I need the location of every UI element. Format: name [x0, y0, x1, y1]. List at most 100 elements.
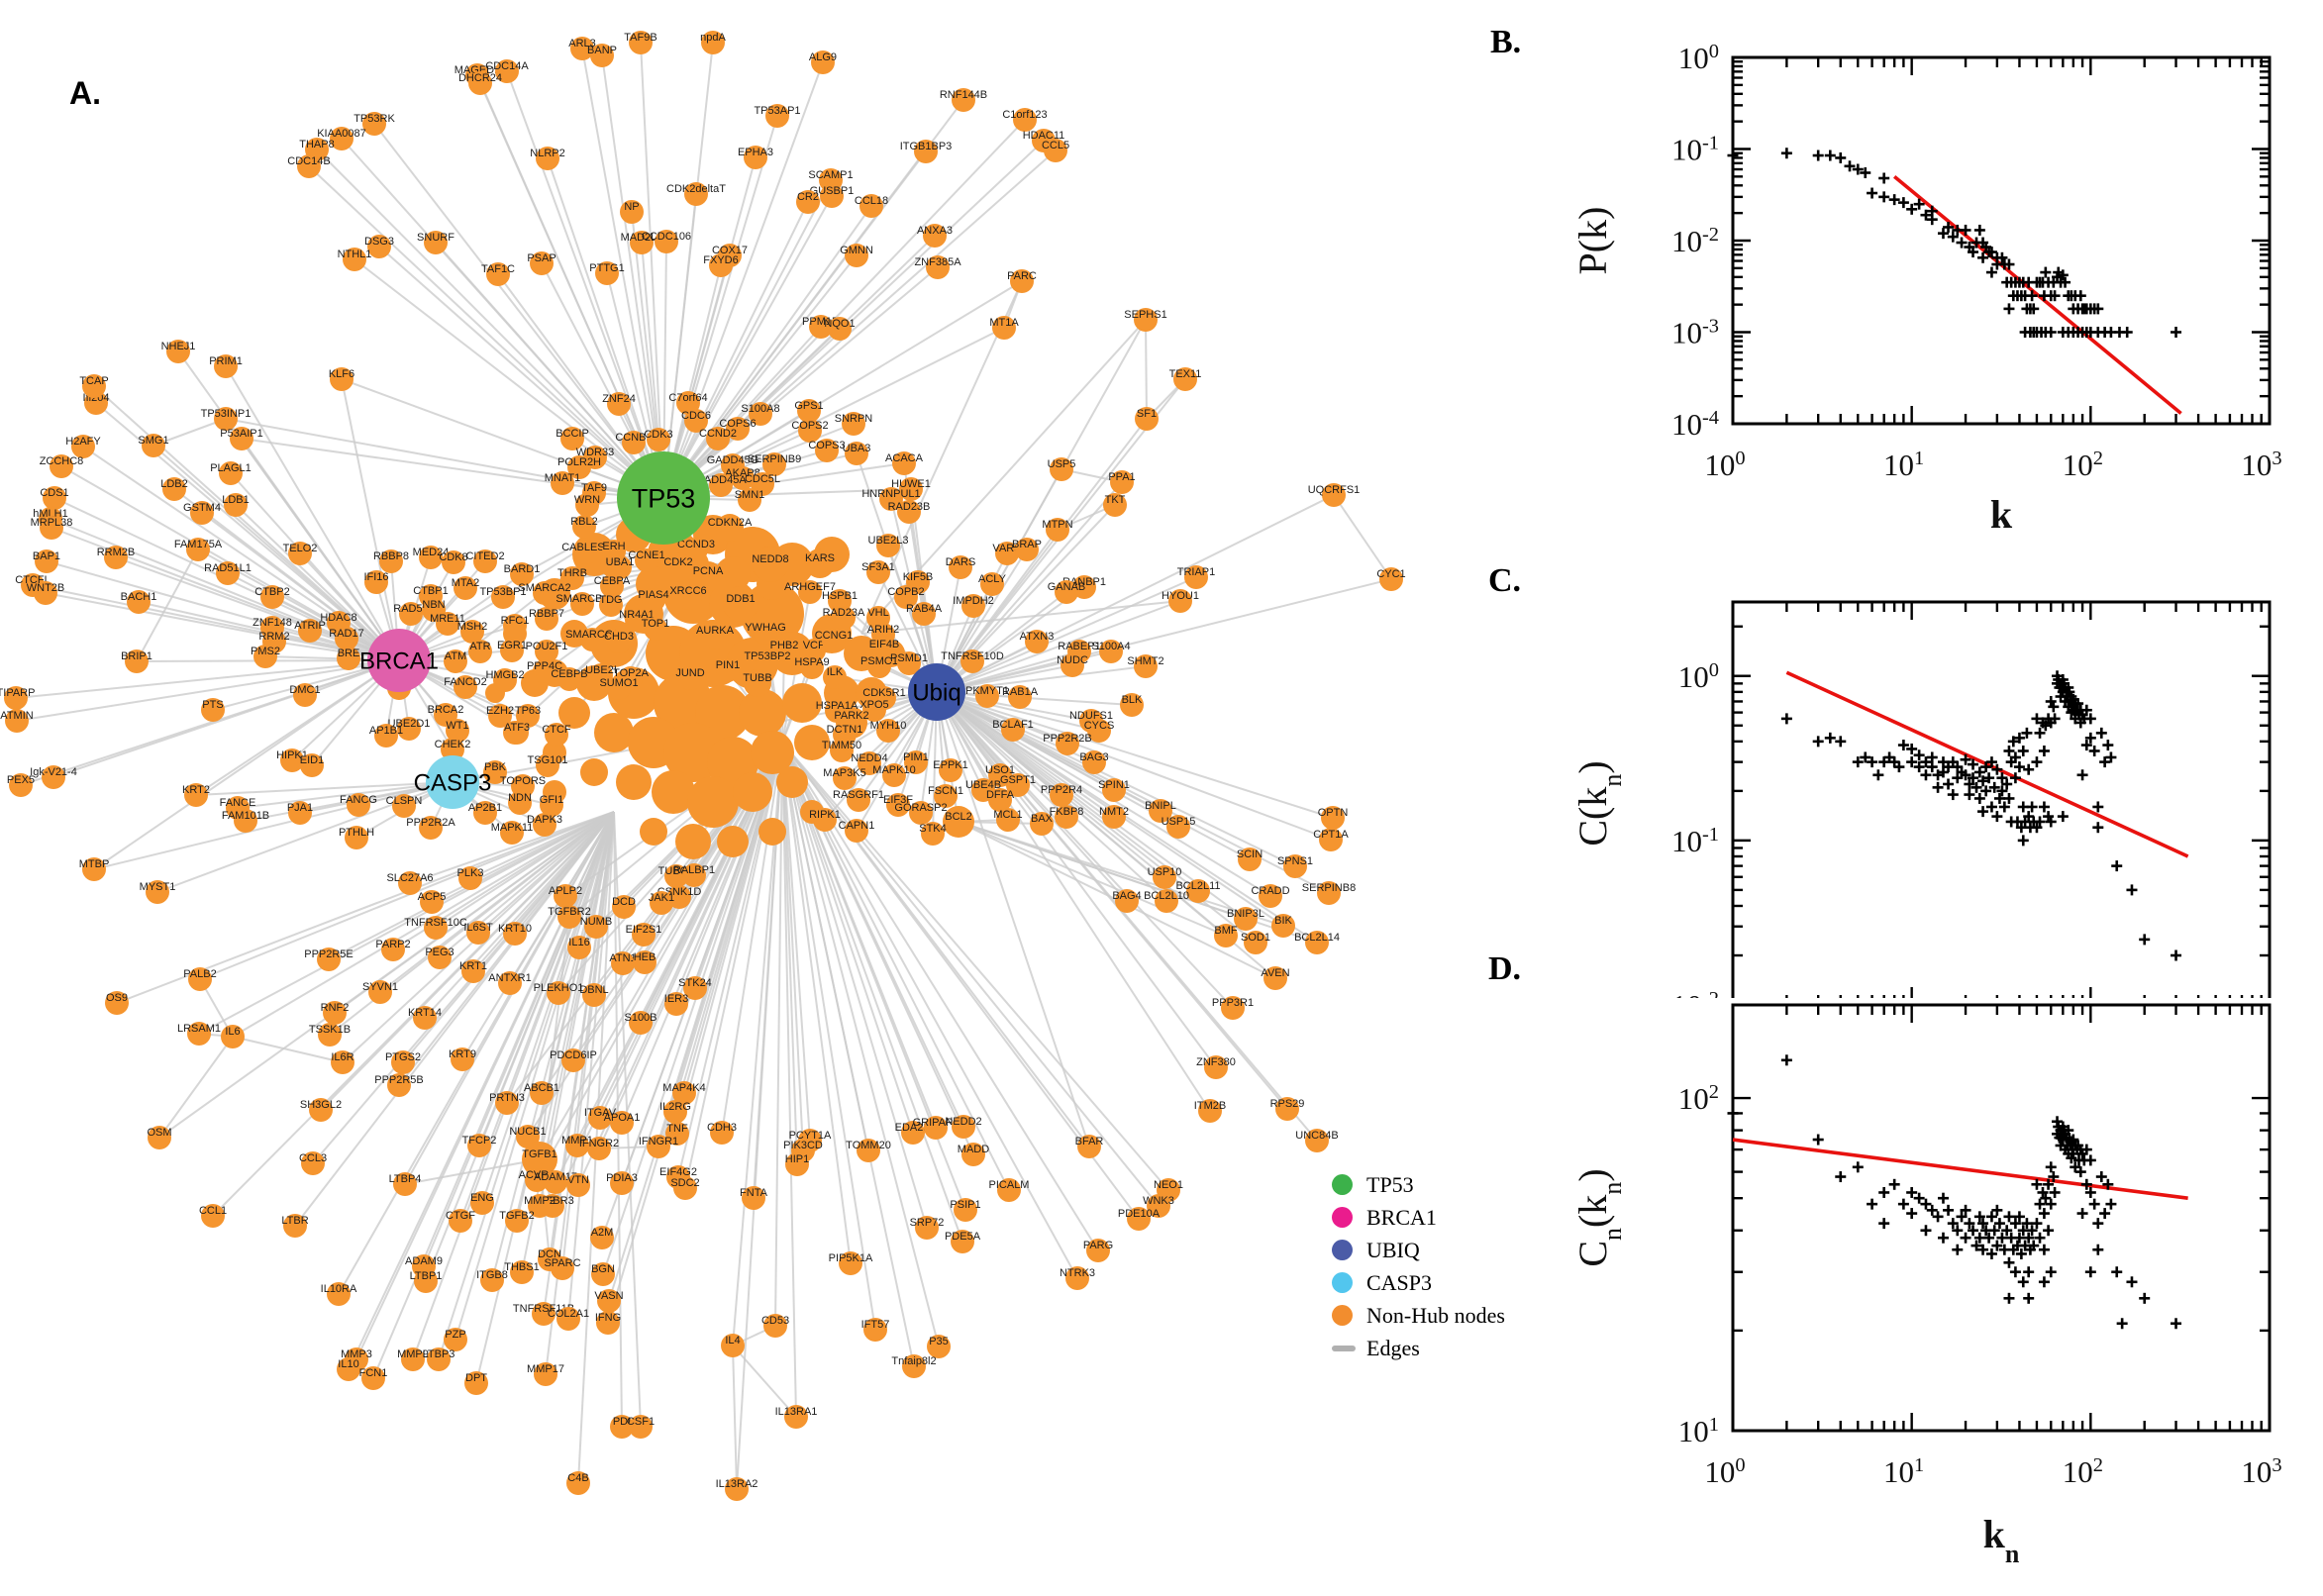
network-node: IL6ST — [463, 921, 493, 945]
network-node: CDC5L — [745, 472, 780, 496]
network-node: NTRK3 — [1060, 1266, 1095, 1290]
node-label: IL13RA1 — [775, 1406, 818, 1418]
network-node: SRP72 — [910, 1216, 944, 1240]
node-label: IFT57 — [861, 1319, 890, 1331]
network-node: CCL18 — [855, 194, 888, 218]
node-label: AP2B1 — [468, 802, 502, 814]
network-node: RPS29 — [1270, 1097, 1305, 1121]
edge-line-icon — [1332, 1345, 1356, 1351]
network-node: ANTXR1 — [488, 971, 532, 995]
network-node: PTHLH — [339, 826, 374, 849]
node-label: KRT9 — [449, 1048, 476, 1060]
network-node: CDK2deltaT — [666, 182, 726, 206]
node-label: CAPN1 — [839, 820, 875, 832]
node-label: RPS29 — [1270, 1098, 1305, 1110]
network-node: TIMM50 — [822, 739, 861, 762]
network-node: ZNF24 — [602, 392, 636, 416]
node-label: ADAM9 — [405, 1255, 443, 1267]
node-label: TNFRSF10D — [941, 650, 1004, 662]
node-label: APLP2 — [549, 885, 582, 897]
network-node: IL6R — [331, 1050, 354, 1074]
node-label: SERPINB9 — [748, 453, 801, 465]
node-label: FCN1 — [359, 1367, 388, 1379]
node-label: ZNF380 — [1196, 1056, 1236, 1068]
node-label: CTBP2 — [254, 586, 289, 598]
network-node: DSG3 — [364, 235, 394, 258]
node-label: ATR — [469, 641, 490, 652]
network-node: LRSAM1 — [177, 1022, 221, 1046]
node-label: THRB — [557, 567, 587, 579]
node-label: IL6R — [331, 1051, 354, 1063]
node-label: CDK5R1 — [862, 687, 905, 699]
node-label: FANCG — [340, 794, 377, 806]
node-label: Tnfaip8l2 — [891, 1355, 936, 1367]
node-label: KRT2 — [182, 784, 210, 796]
node-label: AP1B1 — [369, 725, 403, 737]
network-node: USP5 — [1048, 457, 1076, 481]
network-node: WRN — [574, 493, 600, 517]
network-node: LTBP4 — [389, 1172, 421, 1196]
node-label: HSPA9 — [794, 656, 829, 668]
network-node: DARS — [946, 555, 975, 579]
node-label: BCL2L14 — [1294, 932, 1340, 944]
node-label: CYC1 — [1376, 568, 1405, 580]
node-label: RAD17 — [329, 628, 363, 640]
network-node: USO1 — [985, 763, 1015, 787]
node-label: TGFB2 — [499, 1210, 534, 1222]
network-node: FCN1 — [359, 1366, 388, 1390]
network-node: DDB1 — [723, 586, 758, 622]
legend-label: UBIQ — [1366, 1237, 1420, 1262]
network-node: ITM2B — [1194, 1099, 1226, 1123]
network-node: NLRP2 — [530, 147, 565, 170]
node-label: BACH1 — [121, 591, 157, 603]
node-label: EIF4G2 — [659, 1166, 697, 1178]
node-label: GADD45A — [695, 474, 747, 486]
network-node: RAD17 — [329, 627, 364, 650]
network-node: CSF1 — [627, 1415, 655, 1439]
network-node: TNFRSF10D — [941, 649, 1004, 673]
panel-b-label: B. — [1490, 24, 1522, 60]
node-label: BNIPL — [1145, 800, 1176, 812]
node-label: USP5 — [1048, 458, 1076, 470]
node-label: SUMO1 — [599, 677, 638, 689]
node-label: RBL2 — [570, 516, 598, 528]
node-label: EPHA3 — [738, 147, 773, 158]
node-label: MED24 — [413, 547, 450, 558]
network-node: SYVN1 — [362, 980, 398, 1004]
network-node: MSH2 — [457, 620, 487, 644]
network-node: EIF3F — [883, 793, 913, 817]
network-node: UNC84B — [1295, 1129, 1339, 1152]
node-label: IFNGR1 — [639, 1136, 678, 1147]
network-node: SMARCA2 — [518, 581, 571, 605]
node-label: NHEJ1 — [161, 341, 196, 352]
network-node: CEBPB — [551, 667, 588, 691]
node-label: DDB1 — [726, 593, 755, 605]
network-node: DAPK3 — [527, 813, 562, 837]
network-node: CTCF — [542, 723, 571, 747]
network-node: BCL2L11 — [1175, 879, 1221, 903]
node-label: ATMIN — [0, 710, 33, 722]
network-node: CCND3 — [677, 538, 715, 561]
node-label: npdA — [700, 32, 726, 44]
network-node: DCTN1 — [827, 723, 863, 747]
network-node: CCND2 — [699, 427, 737, 450]
node-label: OS9 — [106, 992, 128, 1004]
network-node: PICALM — [989, 1178, 1029, 1202]
network-node: CDH3 — [707, 1121, 737, 1145]
network-node: XRCC6 — [669, 582, 707, 610]
network-node: USP15 — [1162, 815, 1195, 839]
network-node: UBE2I — [585, 663, 617, 687]
network-node: SDC2 — [670, 1176, 700, 1200]
node-label: KLF6 — [329, 368, 354, 380]
network-node: DCD — [612, 895, 636, 919]
network-node: KRT2 — [182, 783, 210, 807]
network-node: IL6 — [221, 1025, 245, 1048]
node-label: GADD45G — [707, 454, 759, 466]
node-label: GUSBP1 — [810, 185, 855, 197]
node-label: PDIA3 — [606, 1172, 638, 1184]
node-label: STK4 — [919, 823, 947, 835]
node-label: UQCRFS1 — [1308, 484, 1361, 496]
node-label: DCTN1 — [827, 724, 863, 736]
node-label: CTCF — [542, 724, 571, 736]
tick-label: 102 — [1678, 1081, 1719, 1116]
